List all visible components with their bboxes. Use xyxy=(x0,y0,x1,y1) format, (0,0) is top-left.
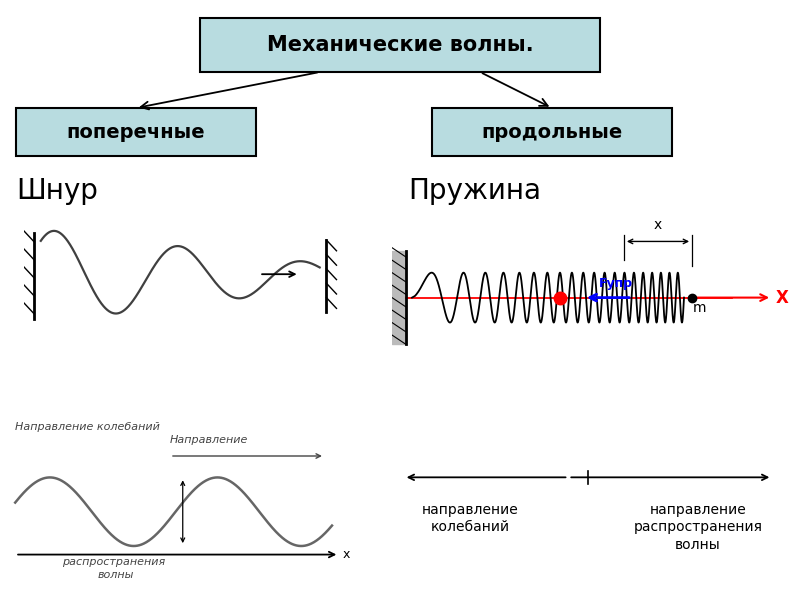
Text: распространения: распространения xyxy=(62,557,166,567)
Text: направление
колебаний: направление колебаний xyxy=(422,503,518,534)
Text: Пружина: Пружина xyxy=(408,177,541,205)
Text: x: x xyxy=(343,548,350,561)
Text: X: X xyxy=(776,289,789,307)
Text: x: x xyxy=(654,218,662,232)
Text: Механические волны.: Механические волны. xyxy=(266,35,534,55)
Text: направление
распространения
волны: направление распространения волны xyxy=(634,503,762,551)
Text: Fупр: Fупр xyxy=(599,277,633,290)
Text: волны: волны xyxy=(98,570,134,580)
Text: Направление колебаний: Направление колебаний xyxy=(15,422,160,432)
Text: поперечные: поперечные xyxy=(66,122,206,142)
FancyBboxPatch shape xyxy=(432,108,672,156)
Text: продольные: продольные xyxy=(482,122,622,142)
FancyBboxPatch shape xyxy=(16,108,256,156)
FancyBboxPatch shape xyxy=(200,18,600,72)
Text: Направление: Направление xyxy=(170,435,248,445)
Text: m: m xyxy=(694,301,706,314)
Text: Шнур: Шнур xyxy=(16,177,98,205)
